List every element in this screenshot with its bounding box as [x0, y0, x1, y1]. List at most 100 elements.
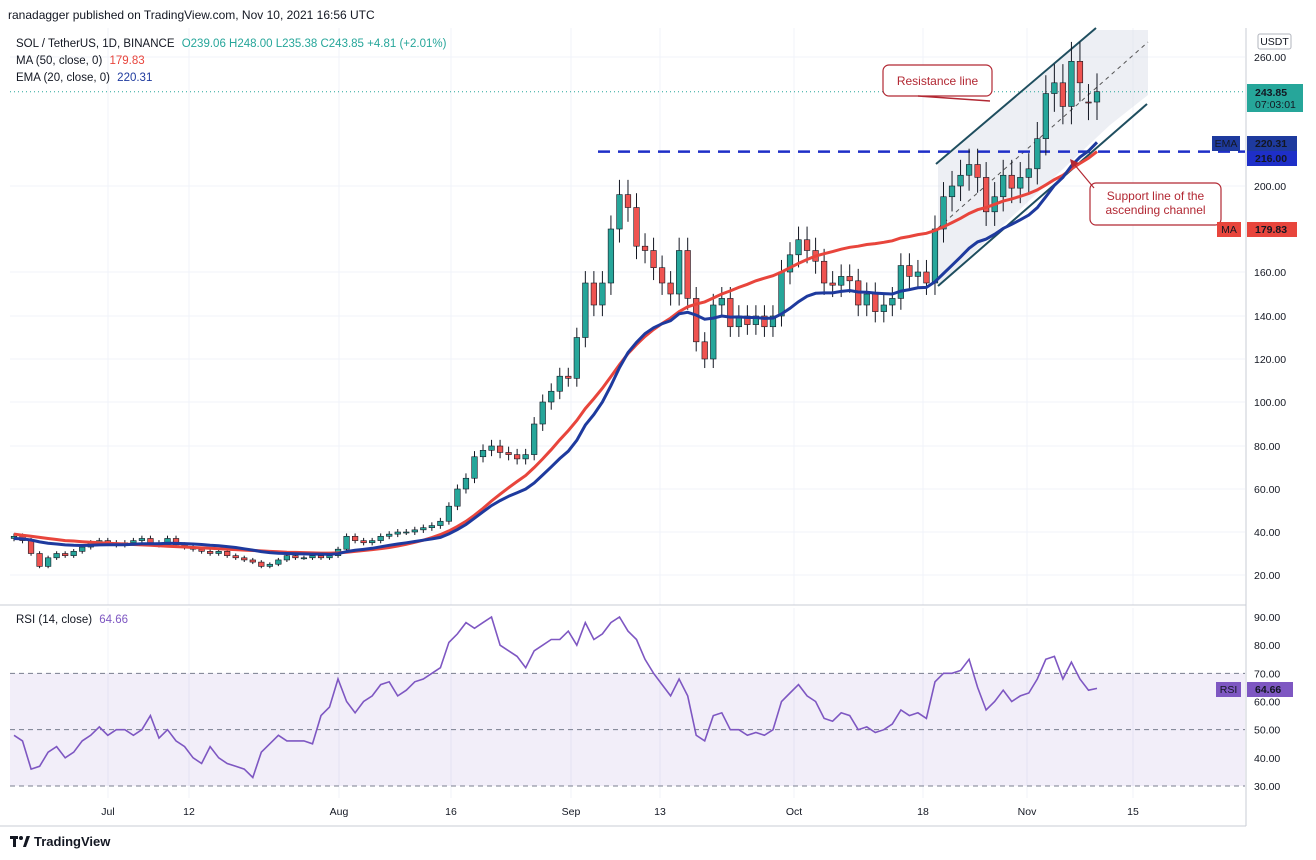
candle-body — [1034, 138, 1041, 170]
price-tick-label: 60.00 — [1254, 484, 1280, 496]
candle-body — [838, 276, 845, 286]
candle-body — [1093, 91, 1101, 103]
candle-body — [317, 555, 325, 559]
candle-body — [496, 445, 504, 453]
symbol-label[interactable]: SOL / TetherUS, 1D, BINANCE — [16, 38, 175, 50]
rsi-legend-label[interactable]: RSI (14, close) — [16, 614, 93, 626]
candle-body — [360, 540, 367, 544]
ma-legend-value: 179.83 — [109, 55, 145, 67]
price-tick-label: 80.00 — [1254, 441, 1280, 453]
candle-body — [147, 538, 154, 544]
rsi-tick-label: 60.00 — [1254, 697, 1280, 709]
rsi-line — [13, 615, 1098, 779]
candle-body — [1017, 177, 1024, 189]
top-bar: ranadagger published on TradingView.com,… — [0, 0, 1316, 28]
publisher-text: ranadagger published on TradingView.com,… — [8, 8, 375, 22]
rsi-tick-label: 50.00 — [1254, 725, 1280, 737]
rsi-tick-label: 40.00 — [1254, 753, 1280, 765]
candle-body — [897, 265, 904, 299]
candle-body — [1008, 174, 1015, 189]
price-tick-label: 200.00 — [1254, 181, 1286, 193]
ma-tag-box — [1217, 222, 1241, 237]
candle-body — [283, 555, 290, 561]
rsi-tick-label: 70.00 — [1254, 668, 1280, 680]
time-tick-label: Aug — [330, 806, 349, 818]
candle-body — [1051, 82, 1058, 94]
time-tick-label: Oct — [786, 806, 802, 818]
resistance-callout-text: Resistance line — [897, 74, 979, 88]
candle-body — [411, 529, 418, 533]
candle-body — [505, 452, 512, 455]
support-pointer — [1073, 163, 1095, 189]
candle-body — [462, 477, 470, 490]
candle-body — [829, 282, 836, 286]
candle-body — [676, 250, 683, 295]
candle-body — [343, 535, 350, 550]
candle-body — [1068, 60, 1075, 107]
channel-upper-line — [935, 27, 1097, 165]
candle-body — [326, 555, 333, 559]
ema-legend-value: 220.31 — [117, 72, 153, 84]
price-tick-label: 40.00 — [1254, 527, 1280, 539]
ema-legend-label[interactable]: EMA (20, close, 0) — [16, 72, 110, 84]
candle-body — [215, 551, 222, 554]
candle-body — [394, 531, 401, 535]
footer-brand[interactable]: TradingView — [10, 834, 110, 849]
candle-body — [940, 196, 947, 230]
candle-body — [727, 298, 734, 328]
last-price-badge — [1247, 84, 1303, 112]
rsi-tick-label: 30.00 — [1254, 781, 1280, 793]
candle-body — [445, 505, 453, 522]
candle-body — [650, 250, 657, 269]
ema-value-badge — [1247, 136, 1297, 151]
candle-body — [471, 456, 478, 479]
price-tick-label: 100.00 — [1254, 397, 1286, 409]
candle-body — [863, 293, 870, 306]
annotations: Resistance line Support line of theascend… — [882, 64, 1222, 226]
candle-body — [514, 454, 521, 460]
resistance-callout-box — [882, 64, 993, 97]
candle-body — [565, 375, 572, 379]
candle-body — [241, 557, 248, 561]
candle-body — [624, 194, 632, 208]
resistance-pointer — [917, 95, 991, 102]
candle-body — [761, 315, 768, 328]
candle-body — [880, 304, 887, 312]
candle-body — [437, 520, 444, 526]
candle-body — [428, 525, 435, 528]
candle-body — [1042, 93, 1049, 140]
candle-body — [275, 559, 282, 565]
candle-body — [420, 527, 427, 531]
candle-body — [45, 557, 52, 567]
candle-body — [923, 271, 930, 284]
rsi-tick-label: 90.00 — [1254, 612, 1280, 624]
rsi-legend: RSI (14, close) 64.66 — [16, 614, 128, 626]
candle-body — [667, 282, 674, 295]
candle-body — [198, 548, 205, 552]
ma50-line — [13, 150, 1098, 555]
brand-name: TradingView — [34, 834, 111, 849]
candle-body — [1085, 101, 1092, 104]
ema-tag-box — [1212, 136, 1240, 151]
candle-body — [795, 239, 802, 256]
candle-body — [769, 315, 777, 328]
candle-body — [641, 245, 649, 251]
candle-body — [224, 551, 231, 556]
price-tick-label: 20.00 — [1254, 570, 1280, 582]
candle-body — [1000, 174, 1007, 198]
rsi-tag-box — [1216, 682, 1241, 697]
candle-body — [1059, 82, 1066, 107]
candle-body — [232, 555, 239, 559]
candle-body — [965, 164, 973, 176]
rsi-value-badge — [1247, 682, 1293, 697]
time-tick-label: 13 — [654, 806, 666, 818]
candle-body — [590, 282, 597, 306]
chart-legend: SOL / TetherUS, 1D, BINANCE O239.06 H248… — [16, 36, 446, 87]
candle-body — [369, 540, 376, 544]
currency-badge-box — [1257, 33, 1292, 50]
ma-value-text: 179.83 — [1255, 224, 1287, 236]
candle-body — [974, 164, 981, 178]
ma-legend-label[interactable]: MA (50, close, 0) — [16, 55, 103, 67]
candle-body — [249, 559, 256, 563]
